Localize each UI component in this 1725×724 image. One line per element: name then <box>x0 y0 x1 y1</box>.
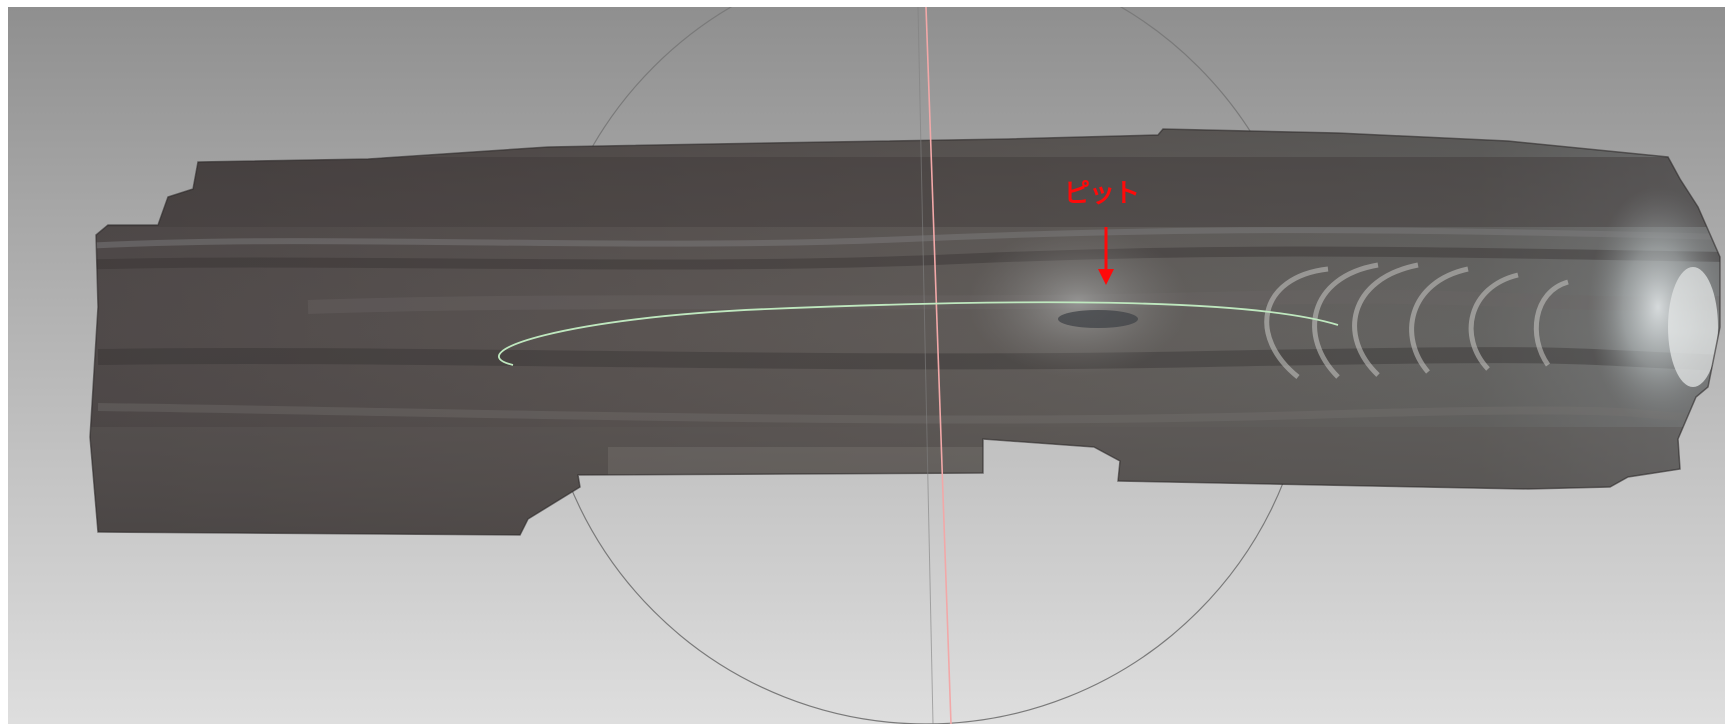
pit-annotation-arrow <box>1098 227 1114 285</box>
pit-annotation-label: ピット <box>1064 179 1140 209</box>
horizontal-orbit <box>498 301 1339 366</box>
scene-canvas <box>89 7 1721 724</box>
vertical-axis-back <box>917 7 934 724</box>
weld-scan-mesh <box>90 129 1720 535</box>
vertical-axis-line <box>925 7 952 724</box>
3d-viewport[interactable]: ピット <box>8 7 1725 724</box>
